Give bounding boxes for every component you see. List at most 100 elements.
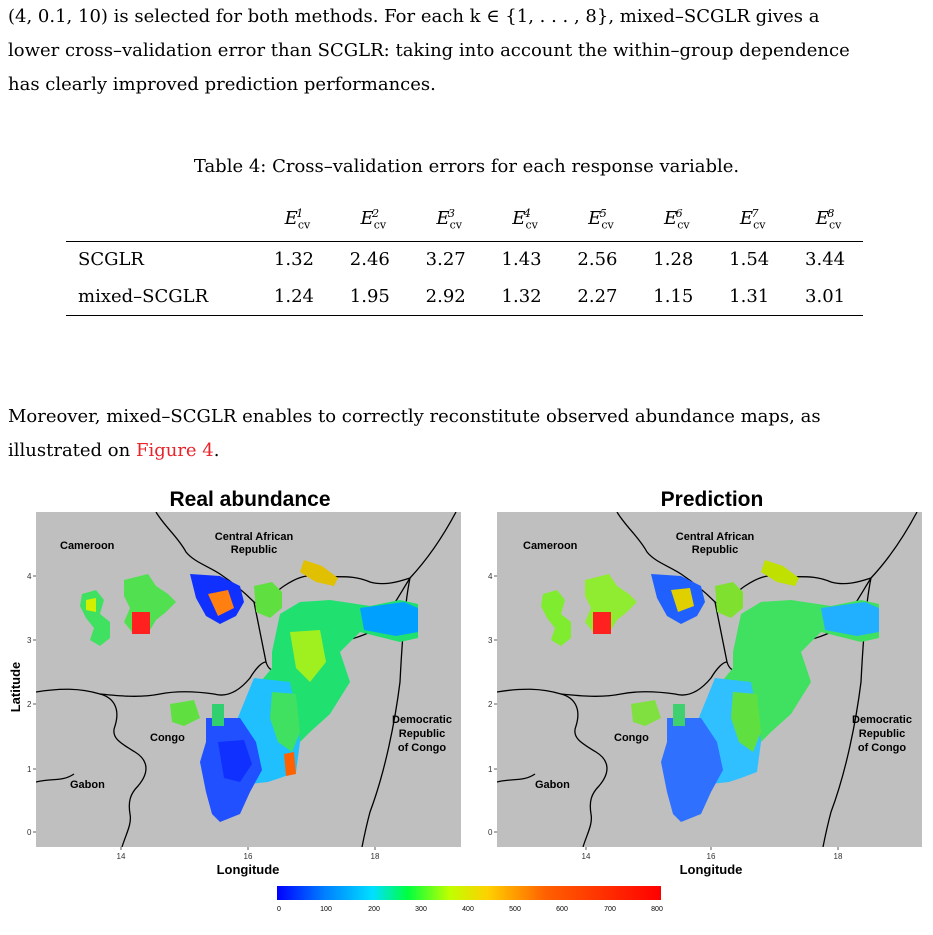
table-cell: 1.24	[256, 278, 332, 316]
table-cell: 1.31	[711, 278, 788, 316]
colorbar-tick-100: 100	[320, 906, 332, 913]
left-y-tick-0: 0	[27, 828, 32, 837]
paragraph-2-line-2: illustrated on Figure 4.	[8, 434, 924, 468]
table-cell: 2.27	[559, 278, 636, 316]
table-cell: 3.44	[805, 249, 846, 271]
left-label-congo: Congo	[150, 732, 185, 744]
paragraph-1-line-2: lower cross–validation error than SCGLR:…	[8, 40, 850, 61]
left-label-drc-line-1: Democratic	[392, 714, 452, 726]
right-x-tick-14: 14	[582, 852, 591, 861]
header-e-cv-3: Ecv3	[407, 198, 484, 242]
paragraph-2-line-1: Moreover, mixed–SCGLR enables to correct…	[8, 406, 821, 427]
left-label-car-line-1: Central African	[215, 531, 294, 543]
header-superscript: 1	[296, 206, 304, 220]
left-map-title: Real abundance	[169, 488, 330, 511]
header-e-cv-1: Ecv1	[256, 198, 332, 242]
right-tick-marks	[494, 575, 839, 850]
header-e-cv-7: Ecv7	[711, 198, 788, 242]
left-label-drc-line-3: of Congo	[398, 742, 447, 754]
header-e-cv-2: Ecv2	[331, 198, 408, 242]
header-superscript: 4	[523, 206, 531, 220]
header-symbol: E	[436, 207, 450, 229]
left-y-axis-label: Latitude	[8, 662, 23, 713]
table-cell: 2.56	[577, 249, 618, 271]
right-y-tick-0: 0	[488, 828, 493, 837]
paragraph-2: Moreover, mixed–SCGLR enables to correct…	[8, 400, 924, 468]
header-e-cv-5: Ecv5	[559, 198, 636, 242]
table-cell: 1.28	[653, 249, 694, 271]
header-superscript: 6	[675, 206, 683, 220]
colorbar-ticks: 0 100 200 300 400 500 600 700 800	[277, 906, 663, 913]
header-symbol: E	[739, 207, 754, 229]
right-x-axis-label: Longitude	[680, 862, 743, 877]
right-label-drc-line-3: of Congo	[858, 742, 907, 754]
colorbar-tick-600: 600	[556, 906, 568, 913]
right-y-ticks: 0 1 2 3 4	[488, 572, 493, 837]
header-subscript: cv	[373, 218, 387, 232]
table-cell: 1.54	[729, 249, 770, 271]
left-y-tick-1: 1	[27, 765, 32, 774]
table-cell: 3.27	[425, 249, 466, 271]
header-symbol: E	[815, 207, 829, 229]
header-superscript: 3	[447, 206, 455, 220]
paragraph-1-line-1: (4, 0.1, 10) is selected for both method…	[8, 6, 820, 27]
table-cell: 2.92	[407, 278, 484, 316]
left-y-tick-2: 2	[27, 700, 32, 709]
left-map-abundance	[80, 560, 418, 822]
table-row: mixed–SCGLR 1.24 1.95 2.92 1.32 2.27 1.15 1.31 3…	[66, 278, 863, 316]
left-x-tick-16: 16	[244, 852, 253, 861]
right-y-tick-4: 4	[488, 572, 493, 581]
right-label-drc-line-2: Republic	[859, 728, 905, 740]
left-x-axis-label: Longitude	[217, 862, 280, 877]
header-subscript: cv	[449, 218, 462, 232]
right-label-cameroon: Cameroon	[523, 540, 578, 552]
header-e-cv-4: Ecv4	[483, 198, 560, 242]
paragraph-2-suffix: .	[213, 440, 220, 461]
colorbar	[277, 886, 661, 900]
abundance-figure: Real abundance Prediction	[8, 488, 922, 913]
right-map-title: Prediction	[661, 488, 764, 511]
header-superscript: 7	[751, 206, 759, 220]
left-label-gabon: Gabon	[70, 779, 105, 791]
header-subscript: cv	[601, 218, 614, 232]
colorbar-tick-700: 700	[604, 906, 616, 913]
left-y-tick-4: 4	[27, 572, 32, 581]
right-label-drc-line-1: Democratic	[852, 714, 912, 726]
header-subscript: cv	[828, 218, 842, 232]
header-empty-cell	[66, 198, 256, 242]
table-caption: Table 4: Cross–validation errors for eac…	[193, 156, 740, 177]
colorbar-tick-300: 300	[415, 906, 427, 913]
header-e-cv-8: Ecv8	[787, 198, 863, 242]
left-x-ticks: 14 16 18	[117, 852, 380, 861]
header-superscript: 5	[599, 206, 607, 220]
left-label-drc-line-2: Republic	[399, 728, 445, 740]
right-label-car-line-1: Central African	[676, 531, 755, 543]
colorbar-tick-500: 500	[509, 906, 521, 913]
paragraph-1: (4, 0.1, 10) is selected for both method…	[8, 0, 924, 102]
right-map-abundance	[541, 560, 879, 822]
row-label: mixed–SCGLR	[66, 278, 256, 316]
left-y-tick-3: 3	[27, 636, 32, 645]
header-superscript: 8	[827, 206, 835, 220]
table-cell: 1.32	[483, 278, 560, 316]
paragraph-2-prefix: illustrated on	[8, 440, 136, 461]
table-cell: 1.15	[635, 278, 712, 316]
colorbar-tick-800: 800	[651, 906, 663, 913]
left-y-tick-marks	[33, 575, 376, 850]
figure-4-link[interactable]: Figure 4	[135, 440, 214, 461]
header-symbol: E	[512, 207, 526, 229]
right-label-congo: Congo	[614, 732, 649, 744]
header-subscript: cv	[677, 218, 690, 232]
left-y-ticks: 0 1 2 3 4	[27, 572, 32, 837]
header-subscript: cv	[297, 218, 311, 232]
right-label-gabon: Gabon	[535, 779, 570, 791]
header-symbol: E	[284, 207, 298, 229]
header-subscript: cv	[753, 218, 766, 232]
table-cell: 1.43	[501, 249, 542, 271]
table-cell: 3.01	[787, 278, 863, 316]
colorbar-tick-400: 400	[462, 906, 474, 913]
right-y-tick-2: 2	[488, 700, 493, 709]
right-x-tick-18: 18	[834, 852, 843, 861]
header-symbol: E	[664, 207, 678, 229]
header-e-cv-6: Ecv6	[635, 198, 712, 242]
